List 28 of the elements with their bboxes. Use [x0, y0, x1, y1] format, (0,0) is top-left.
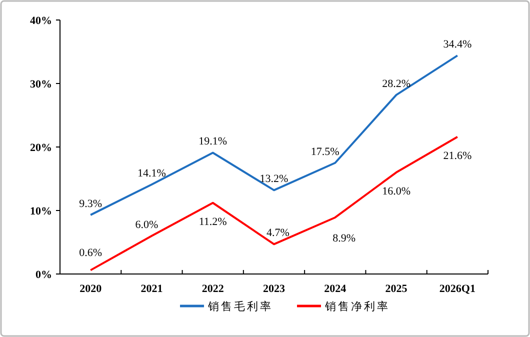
y-tick-label: 20% [30, 142, 52, 154]
x-tick-label: 2022 [202, 283, 224, 295]
data-label: 13.2% [260, 173, 288, 186]
data-label: 9.3% [79, 198, 102, 210]
data-label: 34.4% [443, 38, 472, 51]
data-label: 0.6% [79, 247, 102, 260]
data-label: 14.1% [138, 167, 166, 180]
legend-label: 销售净利率 [324, 300, 390, 313]
x-tick-label: 2025 [385, 283, 408, 295]
x-tick-label: 2020 [80, 283, 102, 295]
data-label: 16.0% [382, 185, 410, 198]
data-label: 6.0% [135, 218, 158, 231]
data-label: 8.9% [332, 232, 356, 244]
data-label: 17.5% [310, 146, 340, 158]
data-label: 11.2% [198, 216, 227, 228]
data-label: 19.1% [198, 136, 228, 148]
legend-label: 销售毛利率 [207, 300, 273, 313]
x-tick-label: 2026Q1 [439, 283, 476, 295]
y-tick-label: 0% [36, 269, 52, 281]
data-label: 21.6% [443, 150, 472, 162]
y-tick-label: 30% [30, 78, 52, 90]
x-tick-label: 2021 [140, 283, 163, 295]
y-tick-label: 10% [30, 206, 52, 218]
x-tick-label: 2024 [324, 283, 347, 295]
data-label: 4.7% [266, 227, 290, 240]
y-tick-label: 40% [30, 15, 52, 27]
data-label: 28.2% [382, 78, 410, 90]
x-tick-label: 2023 [263, 283, 286, 295]
